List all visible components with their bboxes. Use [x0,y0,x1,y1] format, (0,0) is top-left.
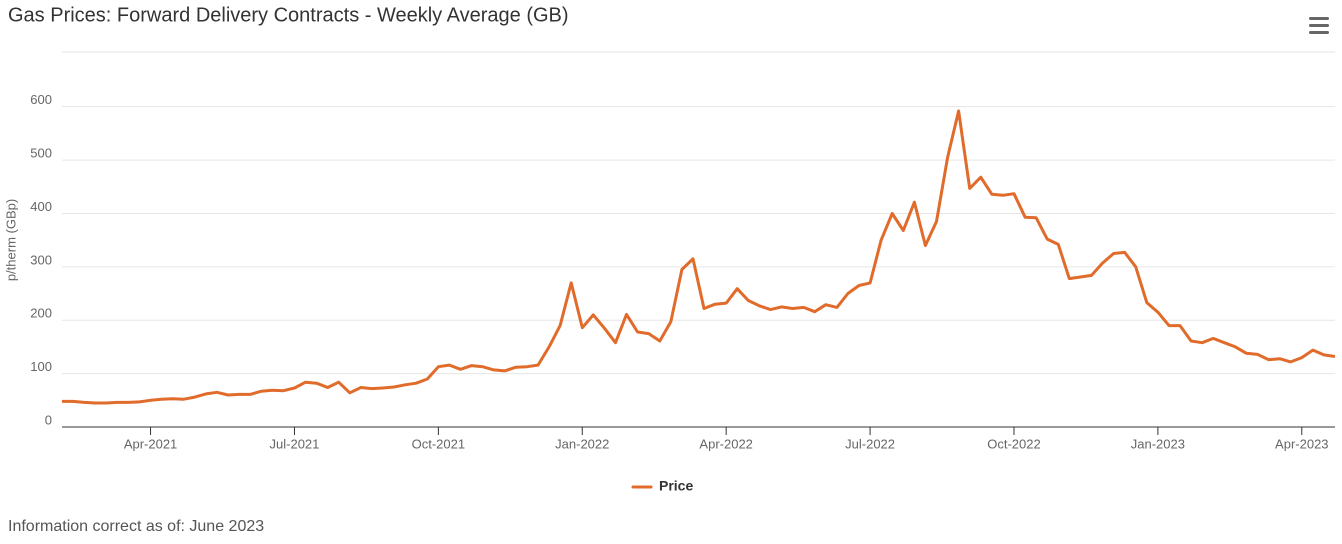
x-tick-label: Apr-2023 [1275,436,1328,451]
x-tick-label: Jul-2022 [845,436,895,451]
price-line [62,109,1336,405]
x-tick-label: Jul-2021 [270,436,320,451]
y-tick-label: 400 [30,199,52,214]
x-tick-label: Oct-2022 [987,436,1040,451]
menu-bar [1309,17,1329,20]
x-tick-label: Apr-2022 [699,436,752,451]
chart-title: Gas Prices: Forward Delivery Contracts -… [8,4,569,26]
y-tick-label: 600 [30,92,52,107]
y-tick-label: 0 [45,412,52,427]
x-tick-label: Jan-2022 [555,436,609,451]
menu-bar [1309,31,1329,34]
y-tick-label: 500 [30,146,52,161]
menu-icon[interactable] [1309,17,1329,34]
x-tick-label: Apr-2021 [124,436,177,451]
x-tick-label: Oct-2021 [412,436,465,451]
menu-bar [1309,24,1329,27]
footnote: Information correct as of: June 2023 [8,518,264,535]
x-tick-label: Jan-2023 [1131,436,1185,451]
y-axis-title: p/therm (GBp) [3,199,18,281]
legend-label: Price [659,478,693,494]
y-tick-label: 100 [30,359,52,374]
y-tick-label: 200 [30,306,52,321]
y-tick-label: 300 [30,252,52,267]
